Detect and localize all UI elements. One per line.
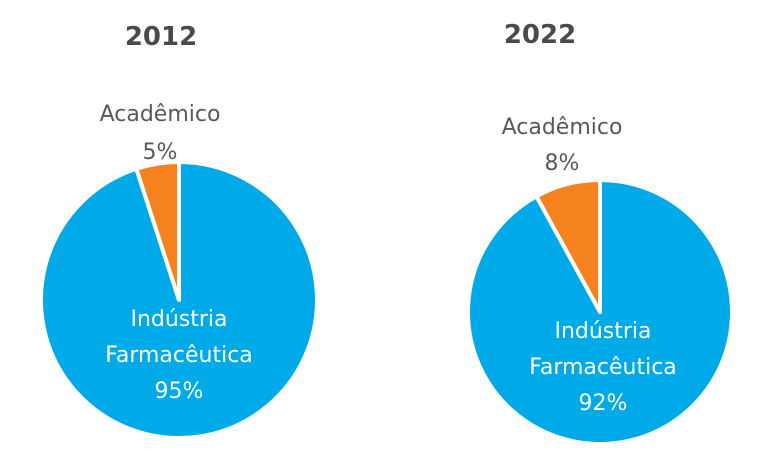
pie-slice-2012-academico bbox=[134, 160, 181, 302]
value-industria-2022: 92% bbox=[579, 391, 628, 416]
label-academico-2012: Acadêmico bbox=[100, 102, 221, 127]
label-industria-2012-line2: Farmacêutica bbox=[105, 343, 253, 368]
chart-title-2022: 2022 bbox=[504, 20, 576, 50]
pie-slice-2022-industria bbox=[466, 178, 734, 446]
pie-2012 bbox=[39, 160, 319, 440]
pie-2022 bbox=[466, 178, 734, 446]
label-industria-2022-line1: Indústria bbox=[554, 319, 651, 344]
value-industria-2012: 95% bbox=[155, 379, 204, 404]
pie-slice-2022-academico bbox=[534, 178, 602, 314]
label-industria-2012-line1: Indústria bbox=[130, 307, 227, 332]
value-academico-2012: 5% bbox=[143, 140, 178, 165]
chart-title-2012: 2012 bbox=[125, 22, 197, 52]
label-academico-2022: Acadêmico bbox=[502, 115, 623, 140]
label-industria-2022-line2: Farmacêutica bbox=[529, 355, 677, 380]
value-academico-2022: 8% bbox=[545, 151, 580, 176]
